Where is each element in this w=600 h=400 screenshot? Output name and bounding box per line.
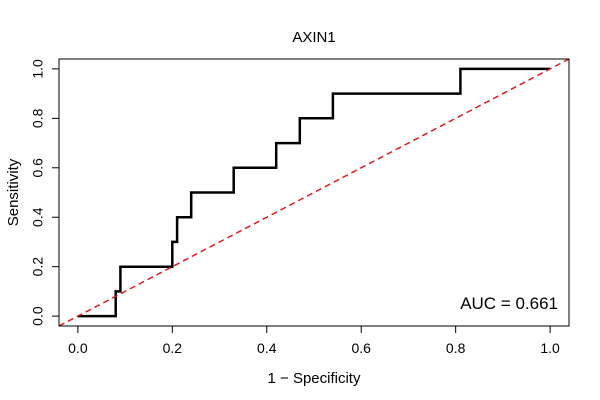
y-tick-label: 0.6 [30, 158, 46, 178]
plot-frame [58, 58, 570, 327]
chart-title: AXIN1 [292, 29, 335, 46]
x-tick-label: 0.8 [446, 340, 466, 356]
y-tick-label: 0.8 [30, 108, 46, 128]
series-layer [58, 58, 570, 327]
x-axis: 0.0 0.2 0.4 0.6 0.8 1.0 [68, 325, 560, 356]
x-tick-label: 1.0 [540, 340, 560, 356]
auc-annotation: AUC = 0.661 [460, 294, 558, 313]
y-tick-label: 0.0 [30, 306, 46, 326]
x-tick-label: 0.6 [351, 340, 371, 356]
roc-curve-line [77, 67, 551, 318]
x-axis-label: 1 − Specificity [268, 370, 361, 387]
y-tick-label: 0.4 [30, 207, 46, 227]
y-tick-label: 0.2 [30, 257, 46, 277]
x-tick-label: 0.4 [257, 340, 277, 356]
y-tick-label: 1.0 [30, 59, 46, 79]
chance-diagonal-line [58, 58, 570, 327]
x-tick-label: 0.2 [163, 340, 183, 356]
x-tick-label: 0.0 [68, 340, 88, 356]
y-axis-label: Sensitivity [5, 158, 22, 226]
y-axis: 0.0 0.2 0.4 0.6 0.8 1.0 [30, 59, 60, 326]
